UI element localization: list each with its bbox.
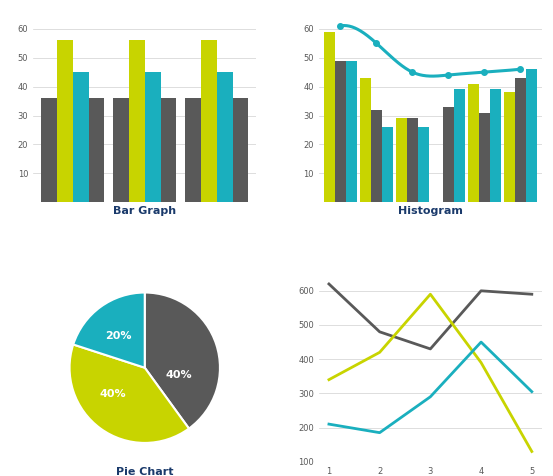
- Bar: [88, 98, 105, 202]
- Bar: [41, 98, 57, 202]
- Bar: [468, 84, 479, 202]
- Bar: [73, 72, 88, 202]
- Text: 40%: 40%: [100, 389, 127, 399]
- Bar: [233, 98, 248, 202]
- Bar: [57, 40, 73, 202]
- Bar: [526, 69, 536, 202]
- Bar: [160, 98, 176, 202]
- Bar: [490, 89, 500, 202]
- Bar: [407, 119, 418, 202]
- Bar: [346, 60, 357, 202]
- Bar: [324, 31, 335, 202]
- Bar: [443, 107, 454, 202]
- Bar: [360, 78, 371, 202]
- X-axis label: Bar Graph: Bar Graph: [113, 207, 176, 217]
- Wedge shape: [73, 293, 145, 368]
- Bar: [504, 92, 515, 202]
- Wedge shape: [70, 345, 189, 443]
- Bar: [396, 119, 407, 202]
- X-axis label: Histogram: Histogram: [398, 207, 463, 217]
- Bar: [479, 113, 490, 202]
- Bar: [201, 40, 217, 202]
- Bar: [454, 89, 465, 202]
- Wedge shape: [145, 293, 220, 428]
- Bar: [113, 98, 129, 202]
- X-axis label: Pie Chart: Pie Chart: [116, 467, 174, 476]
- Bar: [185, 98, 201, 202]
- Bar: [217, 72, 233, 202]
- Text: 40%: 40%: [165, 370, 192, 380]
- Bar: [129, 40, 145, 202]
- Bar: [335, 60, 346, 202]
- Text: 20%: 20%: [105, 331, 132, 341]
- Bar: [382, 127, 393, 202]
- Bar: [145, 72, 160, 202]
- Bar: [515, 78, 526, 202]
- Bar: [371, 110, 382, 202]
- Bar: [418, 127, 429, 202]
